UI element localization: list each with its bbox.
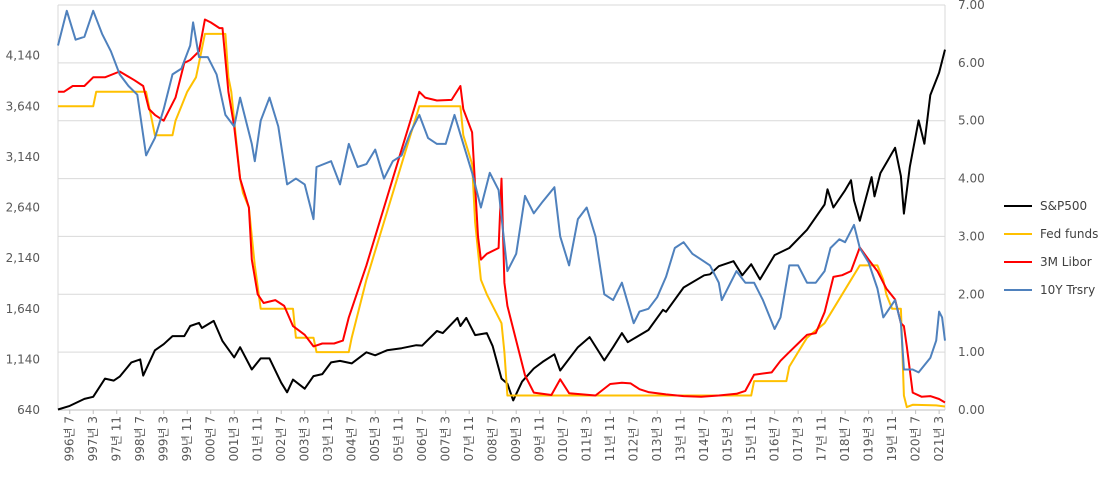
left-y-axis: 640 1,140 1,640 2,140 2,640 3,140 3,640 4,140 <box>6 49 40 417</box>
x-tick-label: 002년 7 <box>274 416 288 461</box>
legend: S&P500 Fed funds 3M Libor 10Y Trsry <box>1004 199 1098 297</box>
x-tick-label: 019년 3 <box>862 416 876 461</box>
right-tick-label: 2.00 <box>958 287 985 301</box>
left-tick-label: 3,640 <box>6 99 40 113</box>
x-tick-label: 15년 11 <box>744 416 758 461</box>
x-tick-label: 999년 3 <box>157 416 171 461</box>
x-tick-label: 17년 11 <box>815 416 829 461</box>
x-tick-label: 998년 7 <box>133 416 147 461</box>
series-lines <box>57 9 946 411</box>
x-tick-label: 006년 7 <box>415 416 429 461</box>
legend-label: 10Y Trsry <box>1040 283 1095 297</box>
x-tick-label: 003년 3 <box>298 416 312 461</box>
x-tick-label: 09년 11 <box>533 416 547 461</box>
x-tick-label: 005년 3 <box>368 416 382 461</box>
x-tick-label: 997년 3 <box>86 416 100 461</box>
x-tick-label: 004년 7 <box>345 416 359 461</box>
left-tick-label: 640 <box>17 403 40 417</box>
x-tick-label: 97년 11 <box>110 416 124 461</box>
x-axis: 996년 7 997년 3 97년 11 998년 7 999년 3 99년 11 000년… <box>63 410 946 461</box>
x-tick-label: 001년 3 <box>227 416 241 461</box>
right-tick-label: 1.00 <box>958 345 985 359</box>
legend-label: S&P500 <box>1040 199 1087 213</box>
x-tick-label: 009년 3 <box>509 416 523 461</box>
right-tick-label: 0.00 <box>958 403 985 417</box>
series-line-s-p500 <box>57 49 946 411</box>
x-tick-label: 000년 7 <box>204 416 218 461</box>
x-tick-label: 05년 11 <box>392 416 406 461</box>
x-tick-label: 010년 7 <box>556 416 570 461</box>
x-tick-label: 19년 11 <box>885 416 899 461</box>
x-tick-label: 016년 7 <box>768 416 782 461</box>
x-tick-label: 014년 7 <box>697 416 711 461</box>
x-tick-label: 013년 3 <box>650 416 664 461</box>
x-tick-label: 07년 11 <box>462 416 476 461</box>
x-tick-label: 012년 7 <box>627 416 641 461</box>
legend-label: Fed funds <box>1040 227 1098 241</box>
right-tick-label: 3.00 <box>958 229 985 243</box>
x-tick-label: 015년 3 <box>721 416 735 461</box>
left-tick-label: 3,140 <box>6 150 40 164</box>
x-tick-label: 011년 3 <box>580 416 594 461</box>
right-tick-label: 4.00 <box>958 172 985 186</box>
left-tick-label: 2,140 <box>6 251 40 265</box>
left-tick-label: 2,640 <box>6 201 40 215</box>
left-tick-label: 1,640 <box>6 302 40 316</box>
left-tick-label: 4,140 <box>6 49 40 63</box>
x-tick-label: 017년 3 <box>791 416 805 461</box>
x-tick-label: 996년 7 <box>63 416 77 461</box>
left-tick-label: 1,140 <box>6 352 40 366</box>
right-y-axis: 0.00 1.00 2.00 3.00 4.00 5.00 6.00 7.00 <box>958 0 985 417</box>
x-tick-label: 99년 11 <box>180 416 194 461</box>
series-line-3m-libor <box>58 18 946 404</box>
right-tick-label: 5.00 <box>958 114 985 128</box>
x-tick-label: 11년 11 <box>603 416 617 461</box>
x-tick-label: 03년 11 <box>321 416 335 461</box>
x-tick-label: 007년 3 <box>439 416 453 461</box>
series-line-10y-trsry <box>57 9 946 374</box>
x-tick-label: 01년 11 <box>251 416 265 461</box>
series-line-fed-funds <box>58 32 946 409</box>
x-tick-label: 018년 7 <box>838 416 852 461</box>
legend-label: 3M Libor <box>1040 255 1092 269</box>
x-tick-label: 021년 3 <box>932 416 946 461</box>
x-tick-label: 13년 11 <box>674 416 688 461</box>
right-tick-label: 7.00 <box>958 0 985 12</box>
x-tick-label: 020년 7 <box>909 416 923 461</box>
right-tick-label: 6.00 <box>958 56 985 70</box>
x-tick-label: 008년 7 <box>486 416 500 461</box>
